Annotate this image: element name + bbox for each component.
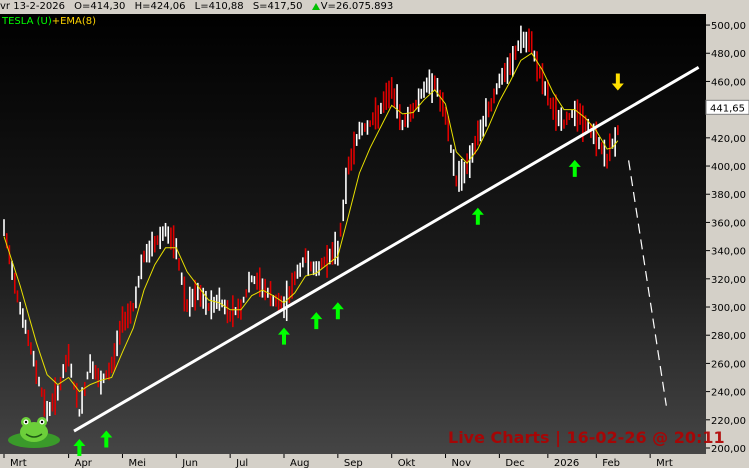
last-price-box — [705, 99, 749, 115]
ema-line — [3, 52, 619, 393]
y-tick-label: 220,00 — [711, 416, 746, 427]
y-tick-label: 480,00 — [711, 49, 746, 60]
y-tick-label: 300,00 — [711, 303, 746, 314]
buy-arrow-icon — [568, 159, 581, 177]
quote-close: S=417,50 — [252, 1, 303, 12]
price-chart[interactable]: 200,00 220,00 240,00 260,00 280,00 300,00 320,… — [0, 14, 749, 468]
watermark: Live Charts | 16-02-26 @ 20:11 — [448, 428, 725, 447]
legend-indicator: +EMA(8) — [51, 16, 97, 27]
legend-symbol: TESLA (U) — [2, 16, 52, 27]
buy-arrow-icon — [331, 302, 344, 320]
y-tick-label: 400,00 — [711, 162, 746, 173]
last-price-marker: 441,65 — [705, 99, 749, 115]
x-tick-label: Sep — [344, 458, 363, 468]
x-tick-label: Jul — [235, 458, 248, 468]
x-tick-label: Okt — [398, 458, 416, 468]
x-tick-label: Dec — [505, 458, 524, 468]
y-tick-label: 420,00 — [711, 134, 746, 145]
frog-logo — [4, 410, 64, 454]
y-tick-label: 500,00 — [711, 21, 746, 32]
y-tick-label: 360,00 — [711, 218, 746, 229]
last-price-label: 441,65 — [710, 103, 745, 114]
x-tick-label: Aug — [290, 458, 310, 468]
x-tick-label: 2026 — [554, 458, 579, 468]
y-tick-label: 340,00 — [711, 247, 746, 258]
y-tick-label: 380,00 — [711, 190, 746, 201]
quote-volume: V=26.075.893 — [320, 1, 394, 12]
quote-volume-group: V=26.075.893 — [311, 1, 399, 12]
quote-open: O=414,30 — [74, 1, 126, 12]
x-tick-label: Apr — [75, 458, 93, 468]
chart-legend: TESLA (U)+EMA(8) — [2, 16, 96, 27]
signal-arrows — [73, 73, 624, 456]
buy-arrow-icon — [100, 430, 113, 448]
y-tick-label: 200,00 — [711, 444, 746, 455]
trendline — [73, 66, 700, 433]
quote-date: vr 13-2-2026 — [0, 1, 65, 12]
x-tick-label: Mei — [128, 458, 146, 468]
x-tick-label: Mrt — [656, 458, 673, 468]
buy-arrow-icon — [278, 327, 290, 345]
plot-background — [0, 14, 706, 454]
y-tick-label: 240,00 — [711, 388, 746, 399]
quote-low: L=410,88 — [194, 1, 244, 12]
buy-arrow-icon — [73, 439, 86, 456]
quote-header: vr 13-2-2026 O=414,30 H=424,06 L=410,88 … — [0, 0, 749, 15]
y-tick-label: 460,00 — [711, 77, 746, 88]
x-axis: Mrt Apr Mei Jun Jul Aug Sep Okt Nov Dec 2026 Feb Mrt — [3, 454, 673, 468]
volume-up-icon — [311, 3, 320, 10]
x-tick-label: Mrt — [10, 458, 27, 468]
y-tick-label: 320,00 — [711, 275, 746, 286]
x-tick-label: Jun — [181, 458, 198, 468]
x-tick-label: Nov — [452, 458, 472, 468]
buy-arrow-icon — [310, 312, 323, 330]
quote-high: H=424,06 — [134, 1, 186, 12]
projection-line — [628, 160, 667, 406]
buy-arrow-icon — [471, 207, 484, 225]
sell-arrow-icon — [611, 73, 624, 91]
x-tick-label: Feb — [602, 458, 620, 468]
y-tick-label: 280,00 — [711, 331, 746, 342]
y-axis-panel — [706, 14, 749, 468]
y-tick-label: 260,00 — [711, 359, 746, 370]
